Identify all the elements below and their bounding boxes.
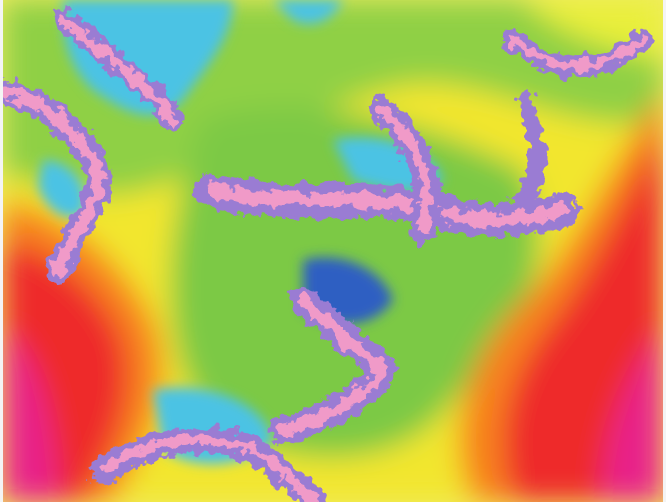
fractal-image: [3, 0, 663, 502]
fractal-filaments: [3, 9, 654, 502]
